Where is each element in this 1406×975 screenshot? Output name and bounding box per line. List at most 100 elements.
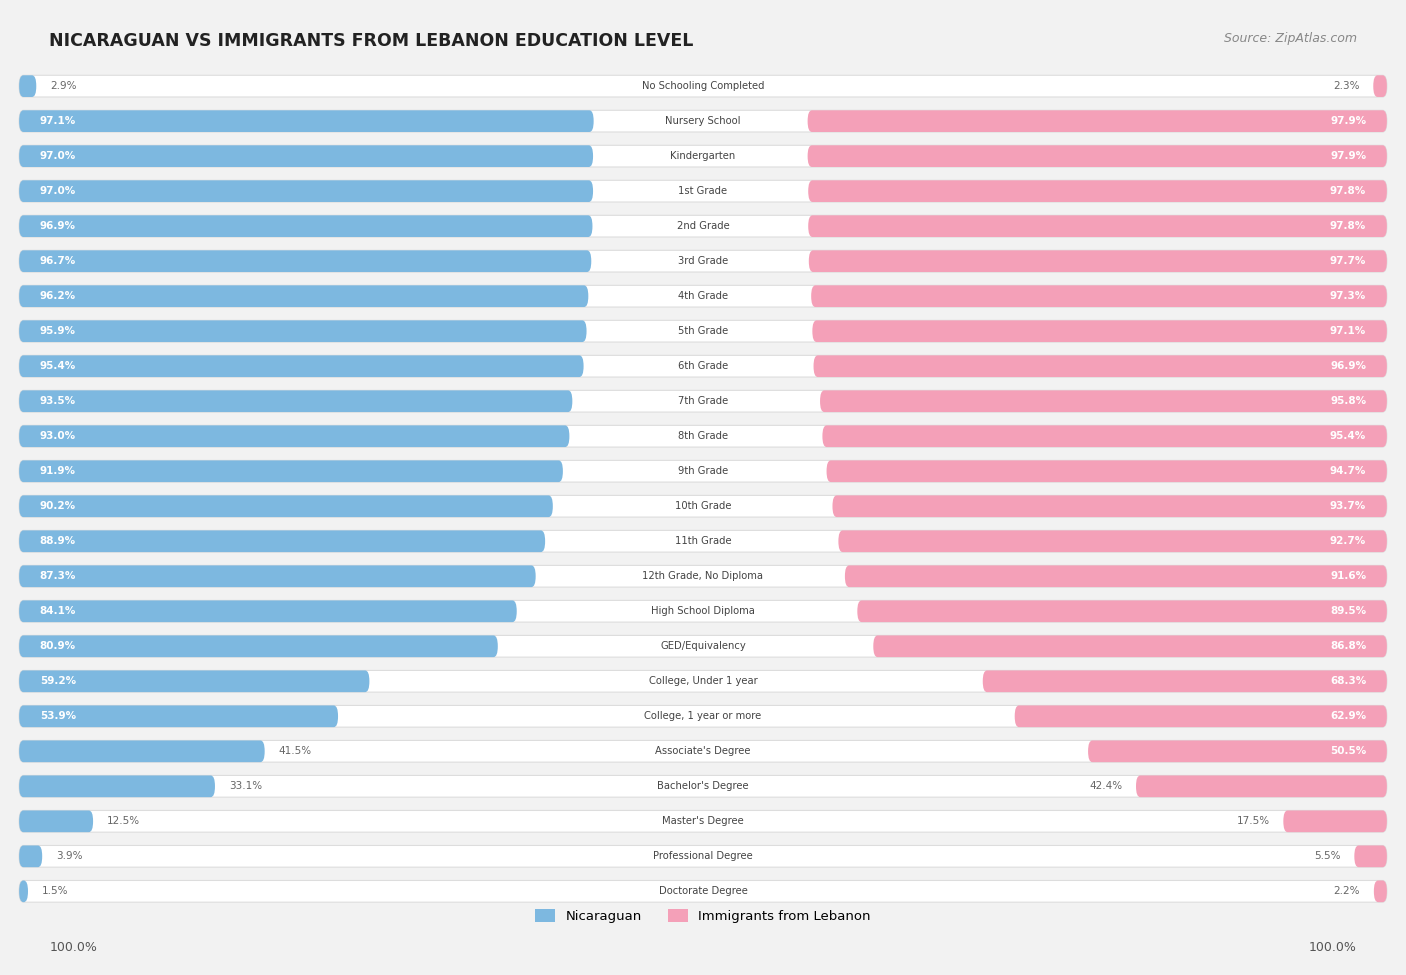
Text: 93.5%: 93.5% (39, 396, 76, 407)
Text: 96.2%: 96.2% (39, 292, 76, 301)
Text: 6th Grade: 6th Grade (678, 361, 728, 371)
FancyBboxPatch shape (827, 460, 1386, 482)
Text: 17.5%: 17.5% (1236, 816, 1270, 826)
FancyBboxPatch shape (1088, 740, 1386, 762)
FancyBboxPatch shape (813, 321, 1386, 342)
FancyBboxPatch shape (20, 845, 42, 867)
FancyBboxPatch shape (20, 740, 264, 762)
Text: 2.2%: 2.2% (1334, 886, 1360, 896)
FancyBboxPatch shape (20, 671, 370, 692)
Text: 96.9%: 96.9% (1330, 361, 1367, 371)
Text: Kindergarten: Kindergarten (671, 151, 735, 161)
FancyBboxPatch shape (20, 740, 1386, 762)
Text: Doctorate Degree: Doctorate Degree (658, 886, 748, 896)
FancyBboxPatch shape (20, 425, 1386, 448)
FancyBboxPatch shape (20, 845, 1386, 867)
FancyBboxPatch shape (20, 495, 553, 517)
FancyBboxPatch shape (823, 425, 1386, 448)
FancyBboxPatch shape (873, 636, 1386, 657)
Text: 95.4%: 95.4% (1330, 431, 1367, 442)
Text: 90.2%: 90.2% (39, 501, 76, 511)
FancyBboxPatch shape (1015, 706, 1386, 727)
Text: 92.7%: 92.7% (1330, 536, 1367, 546)
Text: 42.4%: 42.4% (1090, 781, 1122, 792)
Text: 5.5%: 5.5% (1315, 851, 1340, 861)
FancyBboxPatch shape (20, 460, 1386, 482)
Text: 10th Grade: 10th Grade (675, 501, 731, 511)
Text: Professional Degree: Professional Degree (654, 851, 752, 861)
Text: 5th Grade: 5th Grade (678, 327, 728, 336)
FancyBboxPatch shape (20, 810, 93, 832)
Text: 2.3%: 2.3% (1333, 81, 1360, 91)
Text: 93.0%: 93.0% (39, 431, 76, 442)
FancyBboxPatch shape (832, 495, 1386, 517)
FancyBboxPatch shape (838, 530, 1386, 552)
FancyBboxPatch shape (20, 530, 546, 552)
FancyBboxPatch shape (20, 355, 583, 377)
FancyBboxPatch shape (20, 775, 1386, 798)
Text: 7th Grade: 7th Grade (678, 396, 728, 407)
Text: 53.9%: 53.9% (39, 712, 76, 722)
FancyBboxPatch shape (20, 390, 1386, 412)
FancyBboxPatch shape (20, 215, 592, 237)
Text: 3rd Grade: 3rd Grade (678, 256, 728, 266)
FancyBboxPatch shape (20, 880, 1386, 902)
Text: Bachelor's Degree: Bachelor's Degree (657, 781, 749, 792)
FancyBboxPatch shape (20, 215, 1386, 237)
Text: 97.0%: 97.0% (39, 186, 76, 196)
FancyBboxPatch shape (845, 566, 1386, 587)
FancyBboxPatch shape (814, 355, 1386, 377)
Text: 2.9%: 2.9% (51, 81, 76, 91)
Text: 33.1%: 33.1% (229, 781, 262, 792)
FancyBboxPatch shape (20, 460, 562, 482)
Text: 89.5%: 89.5% (1330, 606, 1367, 616)
Text: 95.8%: 95.8% (1330, 396, 1367, 407)
Text: 97.8%: 97.8% (1330, 221, 1367, 231)
Text: 12.5%: 12.5% (107, 816, 141, 826)
Text: 97.9%: 97.9% (1330, 151, 1367, 161)
Legend: Nicaraguan, Immigrants from Lebanon: Nicaraguan, Immigrants from Lebanon (536, 910, 870, 923)
Text: 97.1%: 97.1% (1330, 327, 1367, 336)
FancyBboxPatch shape (20, 180, 593, 202)
FancyBboxPatch shape (1284, 810, 1386, 832)
Text: 93.7%: 93.7% (1330, 501, 1367, 511)
FancyBboxPatch shape (20, 636, 1386, 657)
Text: 41.5%: 41.5% (278, 746, 312, 757)
FancyBboxPatch shape (20, 75, 37, 97)
FancyBboxPatch shape (20, 530, 1386, 552)
Text: 97.3%: 97.3% (1330, 292, 1367, 301)
FancyBboxPatch shape (808, 251, 1386, 272)
FancyBboxPatch shape (20, 145, 593, 167)
Text: 59.2%: 59.2% (39, 677, 76, 686)
FancyBboxPatch shape (20, 286, 588, 307)
FancyBboxPatch shape (20, 390, 572, 412)
FancyBboxPatch shape (808, 215, 1386, 237)
Text: 91.9%: 91.9% (39, 466, 76, 476)
FancyBboxPatch shape (811, 286, 1386, 307)
FancyBboxPatch shape (20, 321, 1386, 342)
Text: 88.9%: 88.9% (39, 536, 76, 546)
Text: 50.5%: 50.5% (1330, 746, 1367, 757)
FancyBboxPatch shape (807, 145, 1386, 167)
FancyBboxPatch shape (983, 671, 1386, 692)
FancyBboxPatch shape (20, 566, 1386, 587)
FancyBboxPatch shape (20, 251, 592, 272)
Text: 8th Grade: 8th Grade (678, 431, 728, 442)
FancyBboxPatch shape (20, 706, 1386, 727)
FancyBboxPatch shape (20, 775, 215, 798)
FancyBboxPatch shape (20, 601, 517, 622)
Text: Nursery School: Nursery School (665, 116, 741, 126)
FancyBboxPatch shape (20, 110, 1386, 132)
Text: 87.3%: 87.3% (39, 571, 76, 581)
Text: 97.0%: 97.0% (39, 151, 76, 161)
FancyBboxPatch shape (20, 145, 1386, 167)
Text: 91.6%: 91.6% (1330, 571, 1367, 581)
FancyBboxPatch shape (1136, 775, 1386, 798)
FancyBboxPatch shape (20, 706, 337, 727)
Text: 95.4%: 95.4% (39, 361, 76, 371)
FancyBboxPatch shape (20, 251, 1386, 272)
Text: 3.9%: 3.9% (56, 851, 83, 861)
Text: 84.1%: 84.1% (39, 606, 76, 616)
FancyBboxPatch shape (20, 810, 1386, 832)
FancyBboxPatch shape (20, 880, 28, 902)
